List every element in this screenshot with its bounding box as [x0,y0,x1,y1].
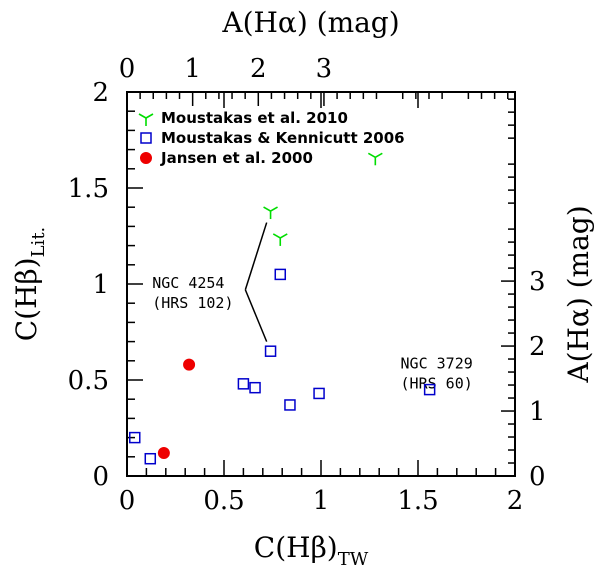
data-point-tripod [367,152,383,166]
annotation-pointer-line [244,222,268,290]
x-axis-title: C(Hβ)TW [254,531,369,569]
top-axis-title: A(Hα) (mag) [221,6,399,39]
data-point-square [284,399,296,411]
y-tick-label: 1 [92,270,109,300]
legend-marker-square [140,132,152,144]
axes-layer: 0 0.5 1 1.5 200.511.520 1 2 30123C(Hβ)TWC(Hβ)Li… [10,6,595,569]
y-tick-label: 0 [92,462,109,492]
tripod-arm [263,206,271,212]
data-marks-layer [129,152,436,465]
data-point-square [313,387,325,400]
data-point-square [144,452,157,465]
right-tick-label: 3 [529,267,546,297]
top-tick-label: 2 [250,54,267,84]
annotation-label-line2: (HRS 102) [152,294,233,312]
data-point-square [274,268,287,281]
tripod-arm [272,233,281,239]
data-point-square [237,378,250,390]
legend-marker-circle [140,152,152,164]
data-point-square [249,381,261,394]
data-point-square [264,345,277,357]
legend-entry-label: Moustakas & Kennicutt 2006 [161,129,405,147]
tripod-arm [145,113,154,119]
data-point-tripod [263,206,278,220]
y-axis-title-subscript: Lit. [28,227,49,258]
tripod-arm [138,113,147,119]
top-tick-label: 0 [119,54,136,84]
data-point-circle [157,446,170,459]
tripod-arm [374,152,383,158]
annotations-layer: NGC 4254 (HRS 102) NGC 3729 (HRS 60) [152,222,473,392]
y-tick-label: 0.5 [68,366,109,396]
legend: Moustakas et al. 2010 Moustakas & Kennicu… [138,109,405,167]
x-tick-label: 1 [313,486,330,516]
data-point-square [129,431,141,444]
right-axis-title: A(Hα) (mag) [562,205,595,383]
top-tick-label: 1 [184,54,201,84]
x-tick-label: 0.5 [203,486,244,516]
tripod-arm [367,152,376,158]
legend-entry-label: Jansen et al. 2000 [160,149,313,167]
annotation-pointer-line [244,289,268,342]
data-point-square [423,383,436,396]
x-tick-label: 2 [507,486,524,516]
data-point-circle [183,358,196,371]
y-axis-title: C(Hβ)Lit. [10,227,49,342]
y-tick-label: 2 [92,78,109,108]
annotation-label-line2: (HRS 60) [401,374,473,392]
top-tick-label: 3 [316,54,333,84]
annotation-label: NGC 4254 [152,274,224,292]
data-point-tripod [272,233,288,246]
annotation-label: NGC 3729 [401,354,473,372]
right-tick-label: 2 [529,332,546,362]
legend-entry-label: Moustakas et al. 2010 [161,109,348,127]
right-tick-label: 1 [529,397,546,427]
legend-marker-tripod [138,113,154,126]
tripod-arm [270,206,278,212]
right-tick-label: 0 [529,462,546,492]
x-axis-title-subscript: TW [338,549,369,569]
y-tick-label: 1.5 [68,174,109,204]
x-tick-label: 0 [119,486,136,516]
x-tick-label: 1.5 [397,486,438,516]
tripod-arm [279,233,288,239]
